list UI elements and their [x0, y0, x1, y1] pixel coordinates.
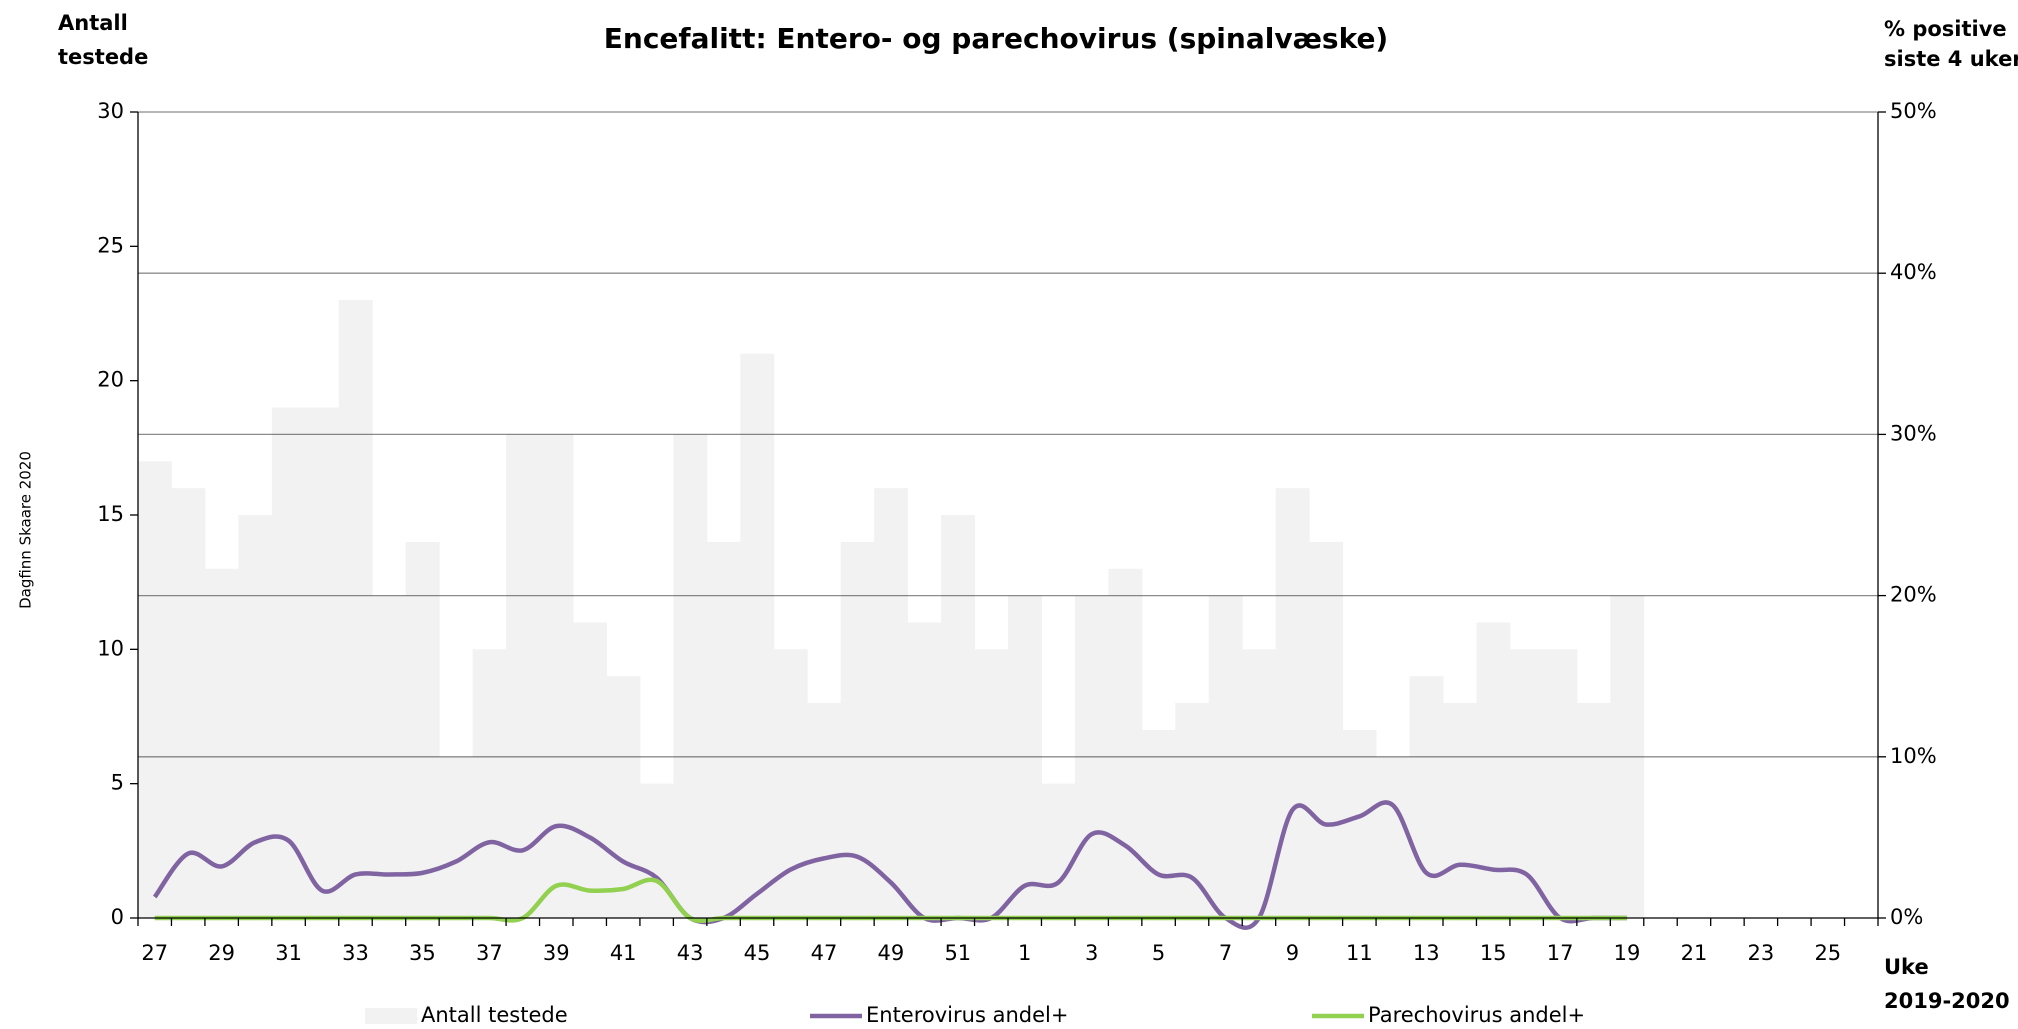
bar [706, 541, 741, 918]
y2-axis-label: siste 4 uker [1884, 47, 2018, 71]
x-tick-label: 3 [1085, 941, 1098, 965]
bar [305, 407, 340, 918]
x-tick-label: 27 [141, 941, 168, 965]
bar [740, 353, 775, 918]
y-tick-label: 25 [97, 233, 124, 257]
y-tick-label: 15 [97, 502, 124, 526]
y2-axis-label: % positive [1884, 17, 2007, 41]
x-tick-label: 29 [208, 941, 235, 965]
y2-tick-label: 40% [1890, 260, 1937, 284]
x-tick-label: 19 [1614, 941, 1641, 965]
line [152, 800, 1628, 930]
x-axis-label: Uke [1884, 955, 1929, 979]
bar [773, 649, 808, 918]
y-tick-label: 5 [111, 771, 124, 795]
bar [1509, 649, 1544, 918]
x-tick-label: 45 [744, 941, 771, 965]
x-tick-label: 33 [342, 941, 369, 965]
legend-label: Parechovirus andel+ [1368, 1003, 1585, 1027]
x-tick-label: 47 [811, 941, 838, 965]
bar [271, 407, 306, 918]
y2-tick-label: 20% [1890, 583, 1937, 607]
bar [1242, 649, 1277, 918]
x-tick-label: 39 [543, 941, 570, 965]
bar [539, 434, 574, 918]
bar [907, 622, 942, 918]
y2-tick-label: 10% [1890, 744, 1937, 768]
legend-swatch [365, 1008, 417, 1024]
y2-tick-label: 50% [1890, 99, 1937, 123]
x-tick-label: 15 [1480, 941, 1507, 965]
bar [673, 434, 708, 918]
x-tick-label: 43 [677, 941, 704, 965]
bar [138, 461, 172, 918]
bar [405, 541, 440, 918]
bar [439, 756, 474, 918]
bar [1543, 649, 1578, 918]
bar [1041, 783, 1076, 918]
x-tick-label: 21 [1681, 941, 1708, 965]
bar [974, 649, 1009, 918]
x-tick-label: 49 [878, 941, 905, 965]
chart-title: Encefalitt: Entero- og parechovirus (spi… [604, 22, 1388, 55]
bar [506, 434, 541, 918]
x-tick-label: 51 [944, 941, 971, 965]
bar [1275, 488, 1310, 918]
y-tick-label: 0 [111, 905, 124, 929]
bar [1476, 622, 1511, 918]
bar [941, 515, 976, 918]
bar [238, 515, 273, 918]
legend-label: Enterovirus andel+ [866, 1003, 1068, 1027]
bar [1376, 756, 1411, 918]
bar [807, 703, 842, 918]
y2-tick-label: 0% [1890, 905, 1923, 929]
y-tick-label: 10 [97, 636, 124, 660]
x-tick-label: 37 [476, 941, 503, 965]
bar [1409, 676, 1444, 918]
bar [1443, 703, 1477, 918]
x-tick-label: 7 [1219, 941, 1232, 965]
x-tick-label: 5 [1152, 941, 1165, 965]
x-tick-label: 25 [1814, 941, 1841, 965]
x-tick-label: 35 [409, 941, 436, 965]
bar [1141, 729, 1176, 918]
bar [472, 649, 507, 918]
legend-label: Antall testede [421, 1003, 568, 1027]
bar [1175, 703, 1210, 918]
bar [1342, 729, 1377, 918]
bar [606, 676, 641, 918]
y-axis-label: Antall [58, 11, 128, 35]
x-axis-label: 2019-2020 [1884, 989, 2010, 1013]
bar [171, 488, 206, 918]
x-tick-label: 11 [1346, 941, 1373, 965]
bar [874, 488, 909, 918]
credit: Dagfinn Skaare 2020 [17, 451, 35, 609]
y2-tick-label: 30% [1890, 421, 1937, 445]
bar [1576, 703, 1611, 918]
x-tick-label: 41 [610, 941, 637, 965]
bar [639, 783, 674, 918]
x-tick-label: 23 [1748, 941, 1775, 965]
x-tick-label: 1 [1018, 941, 1031, 965]
bar [1108, 568, 1143, 918]
bar [573, 622, 607, 918]
y-tick-label: 30 [97, 99, 124, 123]
y-tick-label: 20 [97, 368, 124, 392]
y-axis-label: testede [58, 45, 148, 69]
x-tick-label: 13 [1413, 941, 1440, 965]
x-tick-label: 9 [1286, 941, 1299, 965]
x-tick-label: 17 [1547, 941, 1574, 965]
bar [1309, 541, 1344, 918]
bar [338, 300, 373, 919]
x-tick-label: 31 [275, 941, 302, 965]
